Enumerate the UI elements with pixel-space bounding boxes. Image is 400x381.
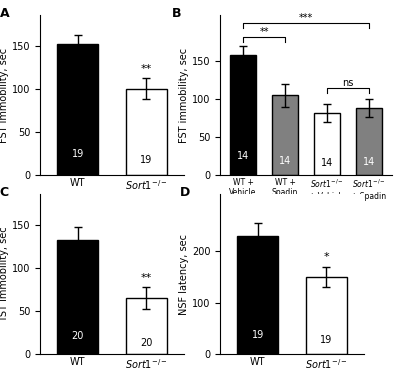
Text: 19: 19 [72,149,84,160]
Y-axis label: FST immobility, sec: FST immobility, sec [179,48,189,143]
Text: 19: 19 [140,155,152,165]
Bar [306,277,347,354]
Text: **: ** [141,272,152,283]
Bar [126,89,167,175]
Text: 14: 14 [237,151,249,161]
Y-axis label: FST immobility, sec: FST immobility, sec [0,48,9,143]
Text: 14: 14 [321,158,333,168]
Text: ns: ns [342,78,354,88]
Text: ***: *** [299,13,313,23]
Text: 19: 19 [320,335,332,345]
Bar [126,298,167,354]
Text: 14: 14 [279,156,291,166]
Text: 14: 14 [363,157,375,167]
Bar [230,55,256,175]
Text: *: * [324,253,329,263]
Text: 20: 20 [72,331,84,341]
Text: **: ** [259,27,269,37]
Text: D: D [180,186,190,199]
Bar [57,44,98,175]
Text: B: B [172,7,181,20]
Bar [356,108,382,175]
Bar [237,235,278,354]
Bar [314,113,340,175]
Bar [57,240,98,354]
Y-axis label: NSF latency, sec: NSF latency, sec [179,234,189,315]
Text: A: A [0,7,9,20]
Bar [272,95,298,175]
Y-axis label: TST Immobility, sec: TST Immobility, sec [0,227,9,322]
Text: **: ** [141,64,152,74]
Text: C: C [0,186,9,199]
Text: 20: 20 [140,338,152,347]
Text: 19: 19 [252,330,264,340]
